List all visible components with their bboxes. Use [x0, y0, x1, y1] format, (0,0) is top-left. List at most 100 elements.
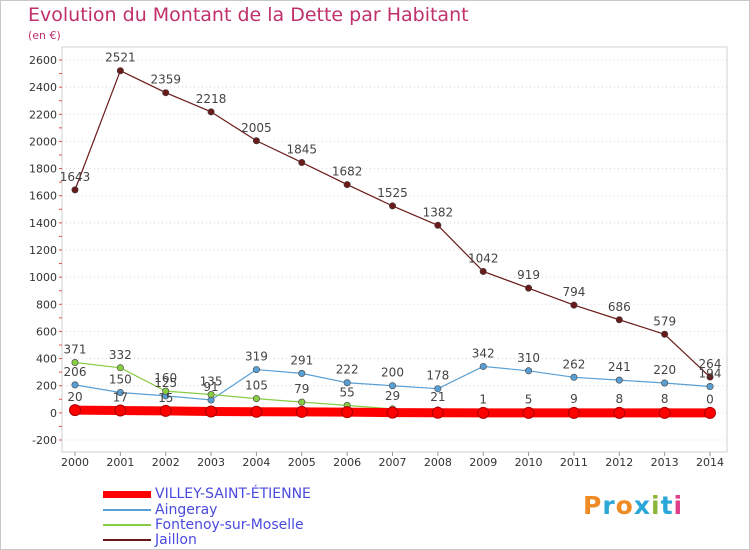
data-point: [479, 267, 487, 275]
data-point: [479, 362, 487, 370]
data-point: [434, 385, 442, 393]
data-point: [661, 330, 669, 338]
y-tick-label: 2000: [29, 135, 57, 148]
data-label: 79: [294, 382, 309, 396]
data-label: 919: [517, 268, 540, 282]
legend-item-jaillon[interactable]: Jaillon: [103, 532, 197, 548]
x-tick-label: 2001: [106, 456, 134, 469]
legend-item-fontenoy[interactable]: Fontenoy-sur-Moselle: [103, 517, 304, 533]
x-tick-label: 2006: [333, 456, 361, 469]
data-label: 1845: [287, 142, 318, 156]
data-label: 794: [562, 285, 585, 299]
x-tick-label: 2009: [469, 456, 497, 469]
data-point: [71, 359, 79, 367]
data-point: [615, 376, 623, 384]
legend-swatch: [103, 539, 151, 541]
data-label: 200: [381, 366, 404, 380]
x-tick-label: 2000: [61, 456, 89, 469]
data-point: [613, 406, 626, 419]
x-tick-label: 2004: [242, 456, 270, 469]
y-tick-label: 2400: [29, 81, 57, 94]
x-tick-label: 2012: [605, 456, 633, 469]
data-point: [704, 406, 716, 419]
data-point: [658, 406, 671, 419]
legend-item-villey[interactable]: VILLEY-SAINT-ÉTIENNE: [103, 486, 311, 502]
legend-label: Fontenoy-sur-Moselle: [155, 517, 304, 533]
data-point: [252, 137, 260, 145]
data-label: 20: [67, 390, 82, 404]
data-point: [116, 388, 124, 396]
data-point: [570, 373, 578, 381]
data-label: 17: [113, 391, 128, 405]
data-label: 194: [699, 367, 722, 381]
data-point: [298, 369, 306, 377]
data-point: [522, 406, 535, 419]
y-tick-label: 2600: [29, 54, 57, 67]
x-tick-label: 2002: [152, 456, 180, 469]
proxiti-logo: Proxiti: [583, 491, 684, 520]
data-label: 371: [64, 343, 87, 357]
data-label: 222: [336, 363, 359, 377]
data-label: 1643: [60, 170, 91, 184]
series-lines: [69, 67, 716, 419]
data-point: [69, 404, 81, 417]
data-point: [567, 406, 580, 419]
y-tick-label: 200: [36, 380, 57, 393]
data-label: 91: [203, 380, 218, 394]
data-label: 160: [154, 371, 177, 385]
data-point: [162, 387, 170, 395]
data-point: [706, 373, 714, 381]
data-label: 342: [472, 346, 495, 360]
data-label: 686: [608, 300, 631, 314]
x-tick-label: 2010: [515, 456, 543, 469]
legend-swatch: [103, 509, 151, 511]
data-label: 2218: [196, 92, 227, 106]
data-point: [706, 383, 714, 391]
data-label: 1382: [423, 205, 454, 219]
data-label: 8: [615, 392, 623, 406]
data-label: 8: [661, 392, 669, 406]
data-label: 241: [608, 360, 631, 374]
data-point: [298, 398, 306, 406]
data-label: 1525: [377, 186, 408, 200]
x-tick-label: 2005: [288, 456, 316, 469]
data-label: 9: [570, 392, 578, 406]
y-tick-label: 0: [50, 407, 57, 420]
data-point: [388, 382, 396, 390]
data-point: [71, 186, 79, 194]
axes: -200020040060080010001200140016001800200…: [29, 54, 724, 469]
data-point: [431, 406, 444, 419]
data-label: 206: [64, 365, 87, 379]
data-label: 262: [562, 357, 585, 371]
y-tick-label: 600: [36, 325, 57, 338]
data-label: 1: [479, 393, 487, 407]
data-label: 264: [699, 357, 722, 371]
data-label: 2359: [150, 73, 181, 87]
data-label: 319: [245, 350, 268, 364]
data-point: [116, 364, 124, 372]
data-point: [525, 284, 533, 292]
x-tick-label: 2003: [197, 456, 225, 469]
data-point: [434, 221, 442, 229]
data-label: 2005: [241, 121, 272, 135]
data-label: 291: [290, 353, 313, 367]
y-tick-label: 1000: [29, 271, 57, 284]
legend-label: VILLEY-SAINT-ÉTIENNE: [155, 486, 311, 502]
y-tick-label: 400: [36, 353, 57, 366]
data-point: [252, 366, 260, 374]
data-point: [252, 395, 260, 403]
chart-title: Evolution du Montant de la Dette par Hab…: [28, 4, 469, 26]
data-point: [477, 406, 490, 419]
y-tick-label: -200: [32, 434, 57, 447]
data-point: [116, 67, 124, 75]
data-label: 105: [245, 379, 268, 393]
legend-item-aingeray[interactable]: Aingeray: [103, 502, 217, 518]
y-tick-label: 1800: [29, 163, 57, 176]
data-point: [570, 301, 578, 309]
data-label: 15: [158, 391, 173, 405]
data-point: [343, 181, 351, 189]
y-tick-label: 800: [36, 298, 57, 311]
data-point: [207, 391, 215, 399]
